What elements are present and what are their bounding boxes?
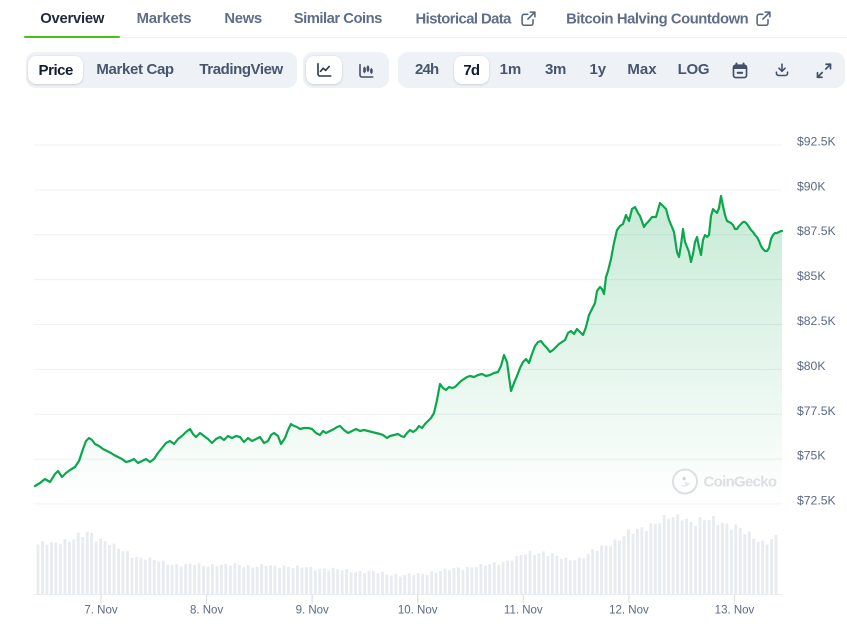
svg-text:$87.5K: $87.5K xyxy=(797,224,836,238)
svg-text:$85K: $85K xyxy=(797,269,825,283)
svg-text:$90K: $90K xyxy=(797,179,825,193)
svg-text:9. Nov: 9. Nov xyxy=(296,605,329,617)
svg-text:$82.5K: $82.5K xyxy=(797,314,836,328)
svg-text:12. Nov: 12. Nov xyxy=(609,605,649,617)
svg-text:8. Nov: 8. Nov xyxy=(190,605,223,617)
svg-text:7. Nov: 7. Nov xyxy=(84,605,117,617)
svg-text:$75K: $75K xyxy=(797,449,825,463)
svg-text:10. Nov: 10. Nov xyxy=(398,605,438,617)
svg-text:$92.5K: $92.5K xyxy=(797,135,836,149)
svg-text:$77.5K: $77.5K xyxy=(797,404,836,418)
svg-text:CoinGecko: CoinGecko xyxy=(704,474,777,491)
svg-text:13. Nov: 13. Nov xyxy=(715,605,755,617)
svg-text:$72.5K: $72.5K xyxy=(797,494,836,508)
svg-text:11. Nov: 11. Nov xyxy=(504,605,543,617)
svg-text:$80K: $80K xyxy=(797,359,825,373)
